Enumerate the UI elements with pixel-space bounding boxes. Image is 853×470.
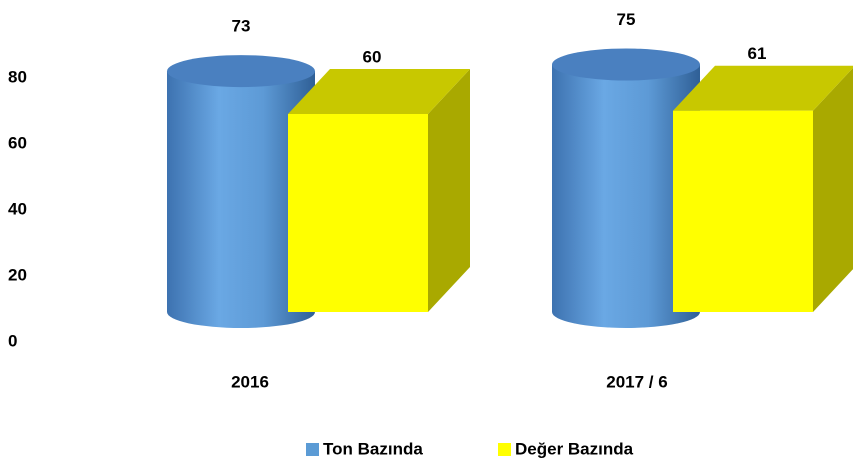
y-tick-label: 60: [8, 133, 27, 152]
value-label: 73: [232, 17, 251, 36]
cylinder-bar: [552, 48, 700, 328]
box-bar: [288, 69, 470, 312]
value-label: 75: [617, 10, 636, 29]
legend-label: Değer Bazında: [515, 439, 634, 458]
box-side: [813, 67, 853, 312]
value-label: 60: [363, 47, 382, 66]
y-tick-label: 0: [8, 331, 17, 350]
cylinder-top: [167, 55, 315, 88]
y-tick-label: 20: [8, 265, 27, 284]
cylinder-body: [552, 64, 700, 328]
box-top: [288, 69, 470, 114]
y-tick-label: 40: [8, 199, 27, 218]
legend-swatch: [498, 443, 511, 456]
y-tick-label: 80: [8, 67, 27, 86]
box-front: [673, 110, 813, 312]
legend-swatch: [306, 443, 319, 456]
legend-label: Ton Bazında: [323, 439, 423, 458]
x-tick-label: 2017 / 6: [606, 372, 667, 391]
cylinder-body: [167, 71, 315, 328]
box-bar: [673, 65, 853, 312]
x-tick-label: 2016: [231, 372, 269, 391]
value-label: 61: [748, 44, 767, 63]
box-top: [673, 65, 853, 111]
cylinder-bar: [167, 55, 315, 328]
box-front: [288, 114, 428, 312]
box-side: [428, 69, 470, 312]
cylinder-top: [552, 48, 700, 81]
